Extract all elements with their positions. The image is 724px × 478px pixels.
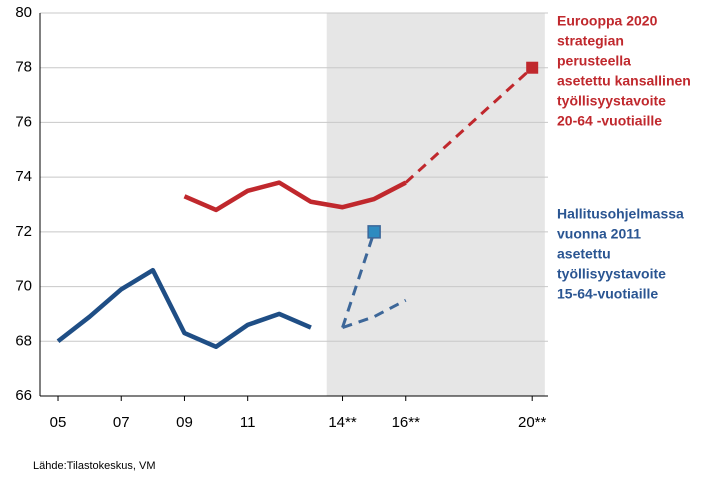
y-tick-label: 78	[15, 59, 32, 76]
x-tick-label: 09	[176, 414, 193, 431]
x-tick-label: 16**	[392, 414, 421, 431]
y-tick-label: 74	[15, 168, 32, 185]
x-tick-label: 07	[113, 414, 130, 431]
point-marker	[526, 61, 539, 74]
series-line	[56, 267, 312, 350]
point-marker	[367, 225, 381, 239]
y-tick-label: 72	[15, 223, 32, 240]
x-tick-label: 20**	[518, 414, 547, 431]
annotation: asetettu	[557, 246, 611, 262]
x-tick-label: 11	[240, 414, 256, 431]
y-tick-label: 80	[15, 4, 32, 21]
x-tick-label: 14**	[328, 414, 357, 431]
series-line	[183, 180, 407, 213]
y-tick-label: 66	[15, 387, 32, 404]
annotation: 20-64 -vuotiaille	[557, 113, 662, 129]
series-line	[342, 298, 407, 330]
source: Lähde:Tilastokeskus, VM	[33, 460, 155, 472]
annotation: asetettu kansallinen	[557, 73, 691, 89]
annotation: perusteella	[557, 53, 631, 69]
annotation: Hallitusohjelmassa	[557, 206, 684, 222]
forecast-shade	[326, 13, 545, 396]
y-tick-label: 76	[15, 113, 32, 130]
y-tick-label: 68	[15, 332, 32, 349]
annotation: vuonna 2011	[557, 226, 641, 242]
annotation: strategian	[557, 33, 624, 49]
x-tick-label: 05	[50, 414, 67, 431]
annotation: työllisyystavoite	[557, 266, 666, 282]
annotation: työllisyystavoite	[557, 93, 666, 109]
annotation: 15-64-vuotiaille	[557, 286, 658, 302]
annotation: Eurooppa 2020	[557, 13, 658, 29]
series-line	[404, 66, 534, 184]
y-tick-label: 70	[15, 278, 32, 295]
